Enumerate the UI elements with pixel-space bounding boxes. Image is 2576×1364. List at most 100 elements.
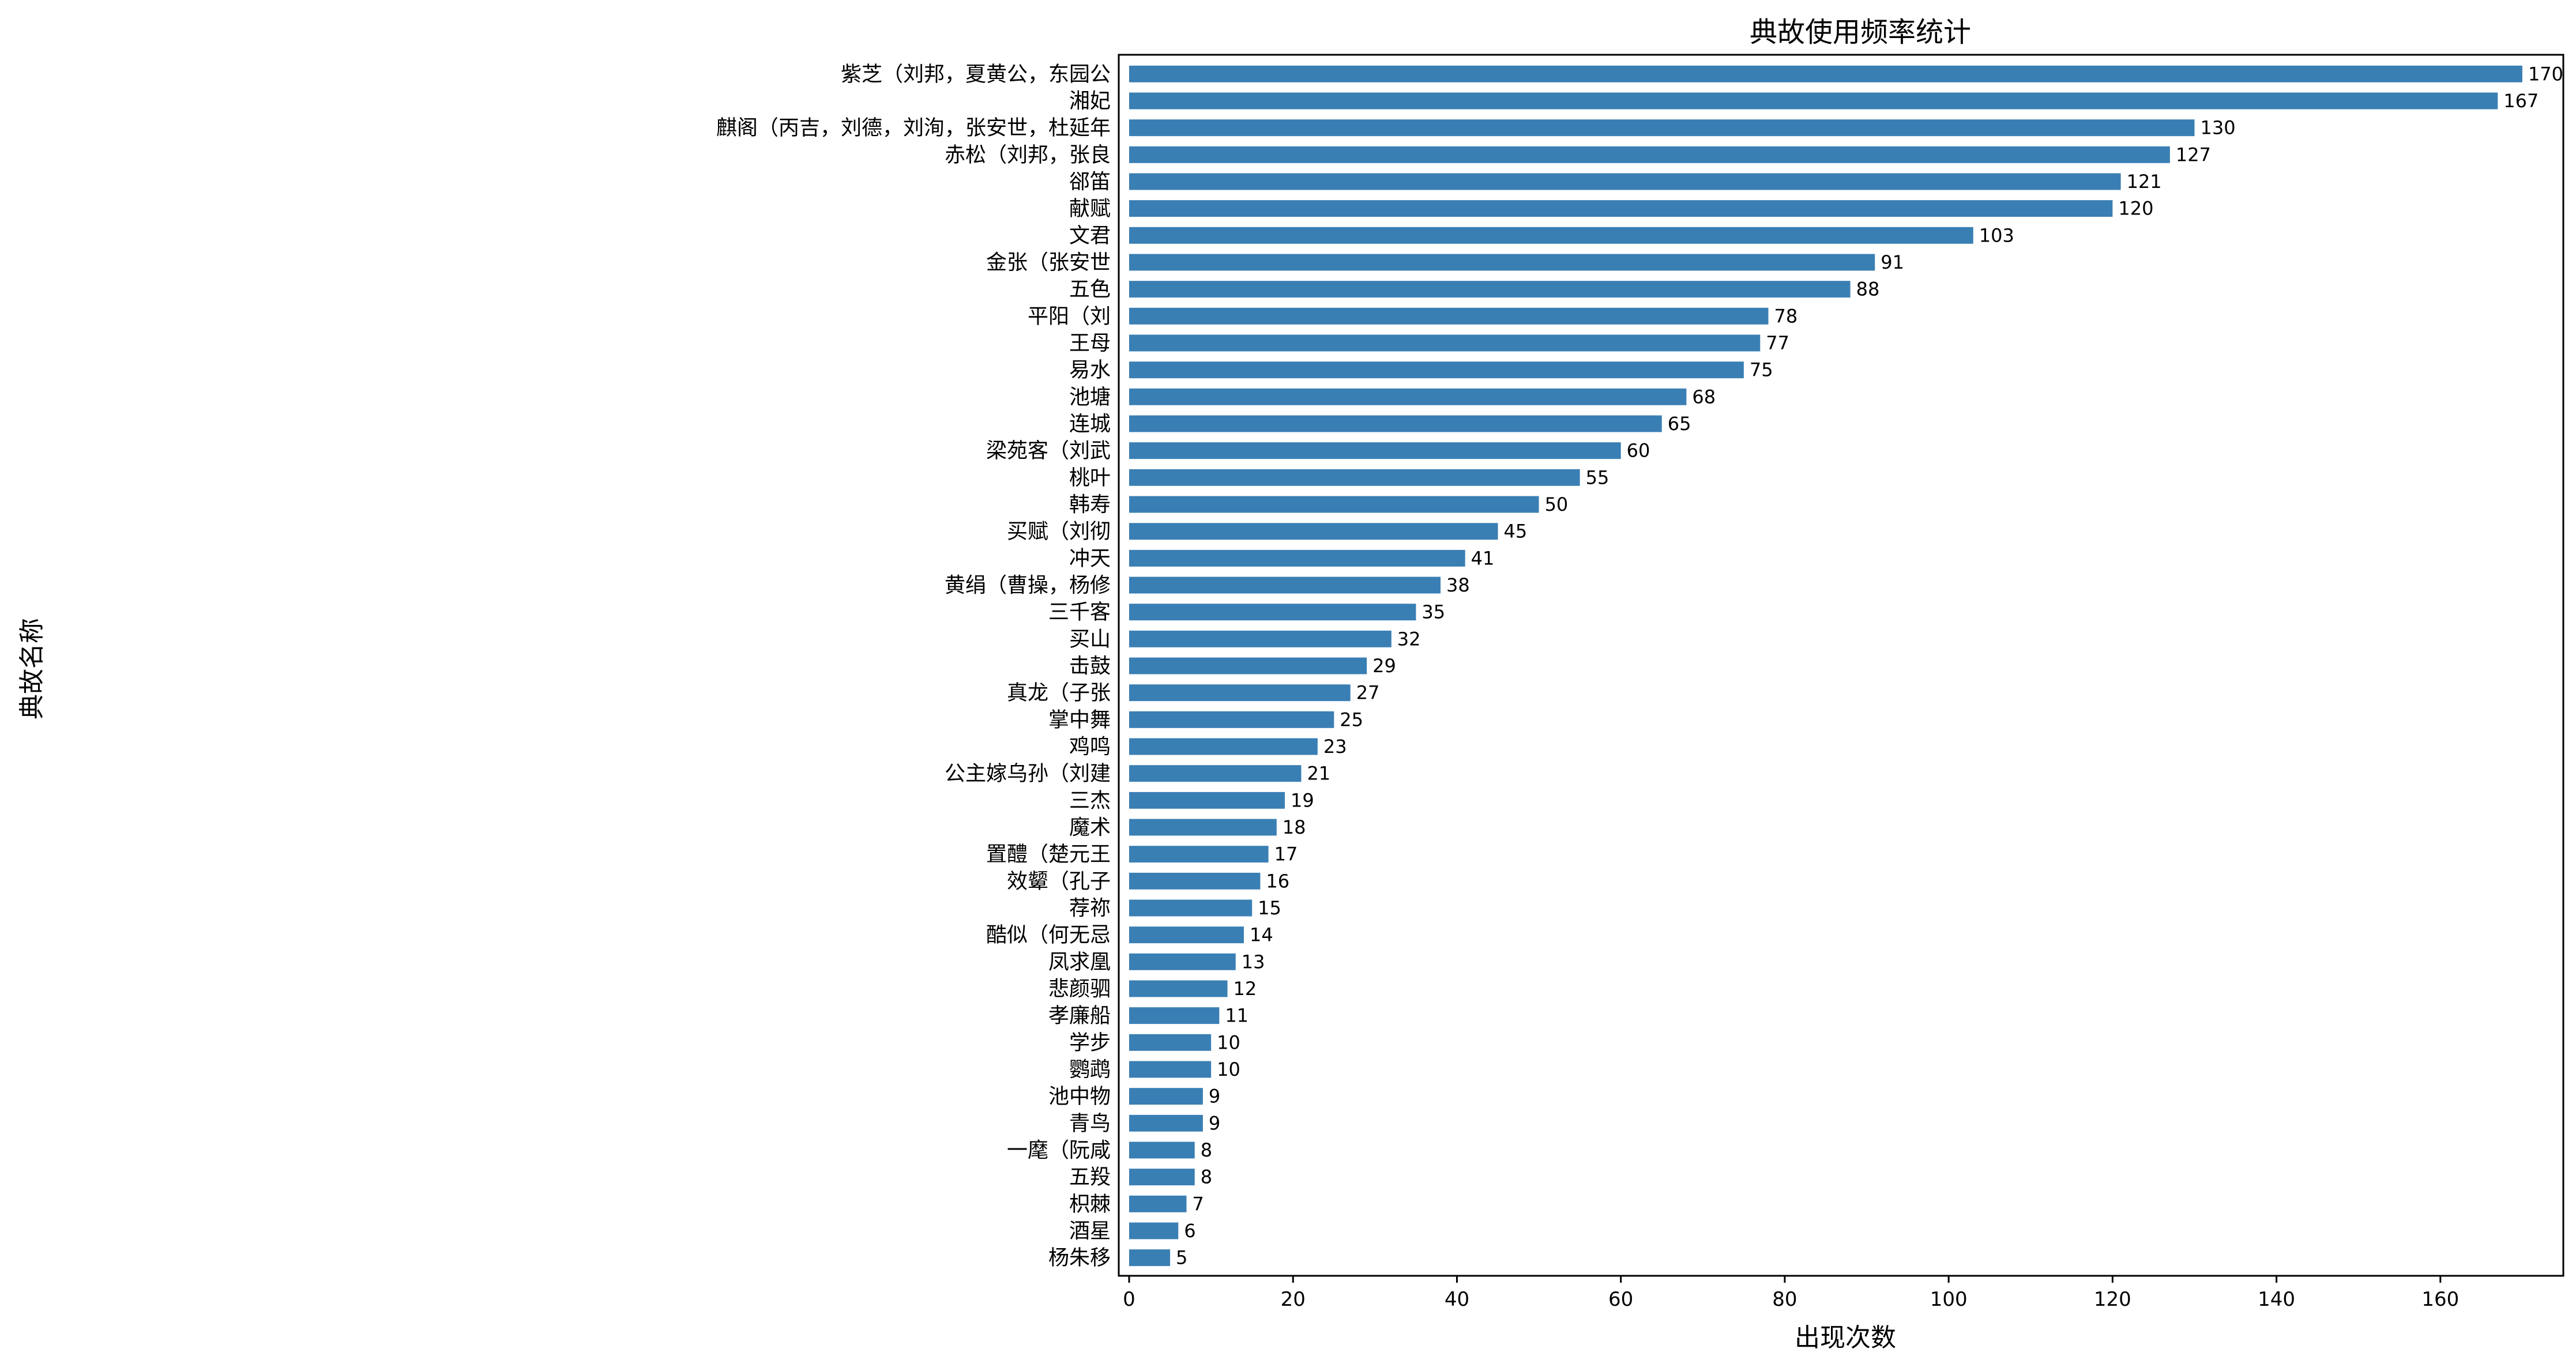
category-label: 鹦鹉 [1069,1058,1111,1082]
category-label: 文君 [1069,224,1111,247]
category-label: 效颦（孔子 [1007,869,1111,893]
category-label: 麒阁（丙吉，刘德，刘洵，张安世，杜延年 [716,116,1111,140]
category-label: 连城 [1069,412,1111,436]
category-label: 三杰 [1069,789,1111,812]
bar [1129,227,1973,244]
category-label: 鸡鸣 [1069,735,1111,759]
value-label: 50 [1545,493,1569,515]
value-label: 5 [1176,1247,1187,1269]
value-label: 55 [1586,466,1609,488]
category-label: 郤笛 [1069,170,1111,194]
bar [1129,953,1236,970]
value-label: 45 [1504,521,1528,542]
bar [1129,1249,1171,1267]
bar [1129,819,1277,836]
value-label: 38 [1446,574,1470,596]
value-label: 12 [1234,978,1257,1000]
bar [1129,980,1228,997]
category-label: 掌中舞 [1048,708,1111,732]
category-label: 王母 [1069,331,1111,355]
bars-group [1129,65,2522,1267]
bar [1129,926,1244,944]
bar [1129,711,1334,728]
bar [1129,523,1498,540]
bar [1129,442,1621,459]
category-label: 买山 [1069,627,1111,651]
value-label: 78 [1774,305,1797,327]
bar [1129,119,2195,137]
value-labels-group: 1701671301271211201039188787775686560555… [1176,63,2563,1268]
value-label: 21 [1307,763,1330,785]
category-label: 杨朱移 [1048,1246,1111,1270]
bar [1129,200,2113,217]
bar [1129,738,1318,755]
category-labels-group: 紫芝（刘邦，夏黄公，东园公湘妃麒阁（丙吉，刘德，刘洵，张安世，杜延年赤松（刘邦，… [716,62,1111,1269]
x-tick-label: 140 [2258,1288,2295,1311]
value-label: 130 [2200,117,2235,139]
category-label: 黄绢（曹操，杨修 [945,574,1111,597]
value-label: 77 [1766,332,1789,354]
value-label: 13 [1242,951,1265,973]
category-label: 一麾（阮咸 [1007,1139,1111,1162]
bar [1129,899,1253,917]
x-tick-label: 160 [2421,1288,2459,1311]
x-tick-label: 100 [1930,1288,1968,1311]
value-label: 27 [1356,682,1380,704]
bar [1129,415,1662,432]
bar [1129,1114,1203,1132]
bar [1129,92,2498,110]
value-label: 167 [2503,90,2539,112]
category-label: 献赋 [1069,197,1111,221]
bar [1129,334,1761,352]
category-label: 湘妃 [1069,89,1111,113]
bar [1129,872,1261,890]
category-label: 韩寿 [1069,493,1111,517]
x-axis-label: 出现次数 [1795,1323,1896,1352]
value-label: 127 [2176,144,2211,165]
value-label: 88 [1856,278,1880,300]
plot-frame [1118,54,2564,1277]
category-label: 五羖 [1069,1166,1111,1189]
value-label: 23 [1323,736,1347,758]
bar [1129,1169,1195,1186]
category-label: 五色 [1069,278,1111,302]
category-label: 易水 [1069,359,1111,382]
bar [1129,281,1851,298]
x-tick-label: 120 [2094,1288,2131,1311]
category-label: 紫芝（刘邦，夏黄公，东园公 [841,62,1111,86]
value-label: 8 [1201,1139,1212,1161]
category-label: 枳棘 [1069,1192,1111,1216]
category-label: 酷似（何无忌 [986,924,1111,947]
bar [1129,765,1302,782]
category-label: 池中物 [1048,1085,1111,1109]
value-label: 14 [1250,924,1273,946]
category-label: 悲颜驷 [1048,977,1111,1001]
value-label: 15 [1258,897,1281,919]
bar [1129,549,1465,567]
value-label: 170 [2528,63,2563,85]
bar [1129,388,1687,405]
category-label: 池塘 [1069,385,1111,409]
y-axis-label: 典故名称 [17,618,47,719]
category-label: 平阳（刘 [1028,304,1111,328]
value-label: 9 [1209,1086,1220,1107]
category-label: 孝廉船 [1048,1004,1111,1028]
value-label: 120 [2118,198,2153,220]
category-label: 酒星 [1069,1219,1111,1243]
value-label: 17 [1274,843,1298,865]
bar [1129,1088,1203,1105]
x-tick-label: 80 [1772,1288,1797,1311]
bar [1129,1061,1212,1078]
category-label: 桃叶 [1069,466,1111,489]
value-label: 121 [2127,171,2162,193]
bar [1129,65,2522,82]
value-label: 91 [1881,251,1904,273]
value-label: 10 [1217,1031,1240,1053]
bar [1129,146,2170,163]
bar [1129,684,1351,702]
bar [1129,1222,1179,1239]
value-label: 7 [1192,1193,1204,1215]
category-label: 击鼓 [1069,654,1111,678]
value-label: 68 [1692,386,1716,408]
bar [1129,1141,1195,1159]
